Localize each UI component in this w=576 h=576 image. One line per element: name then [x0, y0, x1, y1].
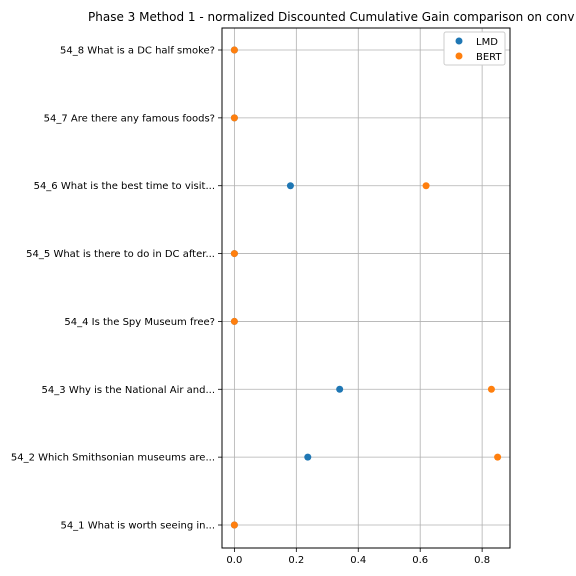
legend-marker-bert	[455, 52, 463, 60]
y-tick-label: 54_7 Are there any famous foods?	[44, 113, 215, 124]
legend-label-bert: BERT	[476, 52, 502, 63]
y-tick-label: 54_8 What is a DC half smoke?	[60, 46, 215, 57]
legend-label-lmd: LMD	[476, 37, 498, 48]
data-point-bert	[230, 317, 238, 325]
data-point-lmd	[336, 385, 344, 393]
y-axis: 54_1 What is worth seeing in... 54_2 Whic…	[11, 46, 222, 532]
y-tick-label: 54_1 What is worth seeing in...	[60, 521, 215, 532]
data-point-bert	[230, 250, 238, 258]
y-tick-label: 54_2 Which Smithsonian museums are...	[11, 453, 215, 464]
x-tick-label: 0.0	[226, 555, 242, 566]
plot-frame	[221, 27, 511, 549]
grid	[222, 28, 510, 548]
data-point-bert	[487, 385, 495, 393]
data-point-bert	[230, 114, 238, 122]
x-tick-label: 0.8	[474, 555, 490, 566]
legend: LMD BERT	[443, 31, 506, 66]
data-point-bert	[494, 453, 502, 461]
data-point-lmd	[286, 182, 294, 190]
y-tick-label: 54_3 Why is the National Air and...	[42, 385, 215, 396]
x-axis: 0.0 0.2 0.4 0.6 0.8	[226, 548, 490, 566]
y-tick-label: 54_6 What is the best time to visit...	[34, 181, 215, 192]
legend-marker-lmd	[455, 37, 463, 45]
data-point-bert	[230, 521, 238, 529]
data-point-bert	[230, 46, 238, 54]
data-points	[230, 46, 502, 529]
y-tick-label: 54_5 What is there to do in DC after...	[26, 249, 215, 260]
chart-title: Phase 3 Method 1 - normalized Discounted…	[88, 10, 575, 24]
x-tick-label: 0.2	[288, 555, 304, 566]
x-tick-label: 0.6	[412, 555, 428, 566]
data-point-lmd	[304, 453, 312, 461]
x-tick-label: 0.4	[350, 555, 366, 566]
data-point-bert	[422, 182, 430, 190]
y-tick-label: 54_4 Is the Spy Museum free?	[64, 317, 215, 328]
